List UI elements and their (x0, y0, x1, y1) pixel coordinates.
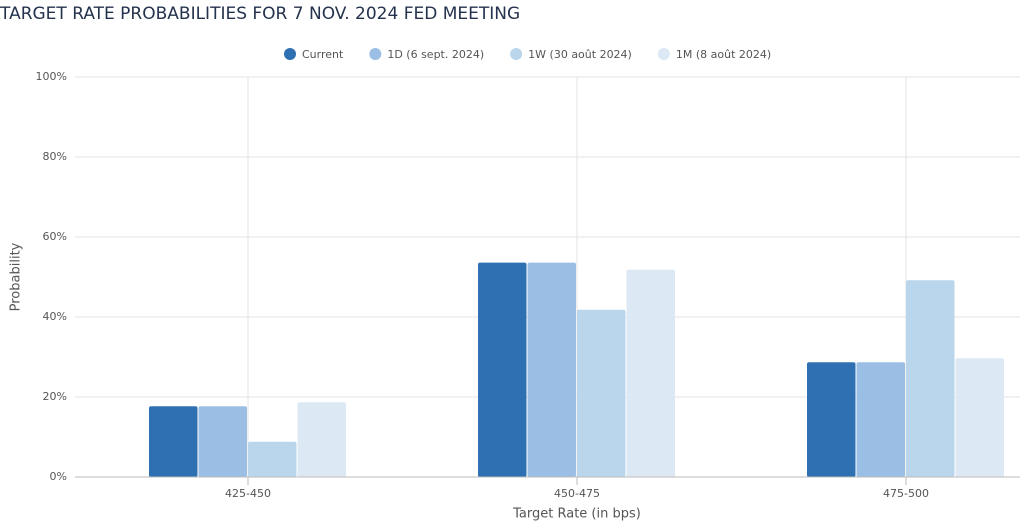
y-tick-label: 100% (36, 70, 67, 83)
legend-label: 1D (6 sept. 2024) (387, 48, 484, 61)
bar (626, 269, 675, 477)
bar (856, 362, 905, 477)
legend-marker (510, 48, 523, 60)
legend-marker (657, 48, 670, 60)
bar (527, 262, 576, 477)
x-tick-label: 450-475 (554, 487, 600, 500)
legend-label: Current (302, 48, 344, 61)
legend-label: 1M (8 août 2024) (676, 48, 771, 61)
x-axis-title: Target Rate (in bps) (512, 507, 641, 522)
y-axis-title: Probability (9, 242, 24, 311)
x-tick-label: 425-450 (225, 487, 271, 500)
bar (906, 280, 955, 477)
y-tick-label: 80% (43, 150, 67, 163)
legend-marker (369, 48, 382, 60)
x-tick-label: 475-500 (883, 487, 929, 500)
bar (297, 402, 346, 477)
bar (248, 441, 297, 477)
y-tick-label: 60% (43, 230, 67, 243)
legend-label: 1W (30 août 2024) (528, 48, 632, 61)
chart-title: TARGET RATE PROBABILITIES FOR 7 NOV. 202… (0, 4, 520, 24)
y-tick-label: 20% (43, 390, 67, 403)
bar (807, 362, 856, 477)
y-tick-label: 0% (50, 470, 67, 483)
legend-marker (284, 48, 296, 60)
bar (955, 358, 1004, 477)
bar (149, 406, 198, 477)
y-tick-label: 40% (43, 310, 67, 323)
bar (478, 262, 527, 477)
bar (198, 406, 247, 477)
bar (577, 309, 626, 477)
